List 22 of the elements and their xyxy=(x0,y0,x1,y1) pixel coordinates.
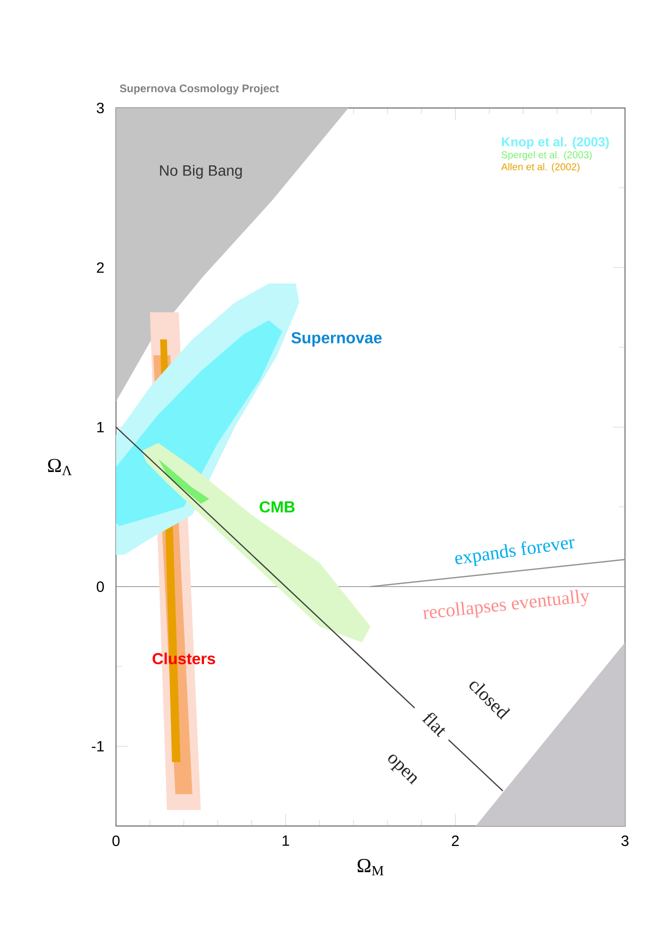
chart-title: Supernova Cosmology Project xyxy=(120,84,279,94)
text: Spergel et al. (2003) xyxy=(502,151,592,160)
y-axis-title: Ω$_{Λ}$ xyxy=(48,458,72,476)
y-tick-label: -1 xyxy=(92,741,104,752)
x-tick-label: 1 xyxy=(282,836,290,846)
y-tick-label: 0 xyxy=(96,581,104,592)
annotation: Supernovae xyxy=(291,332,382,347)
annotation: No Big Bang xyxy=(160,164,242,179)
text: Allen et al. (2002) xyxy=(501,162,580,172)
y-tick-label: 2 xyxy=(96,262,104,273)
y-tick-label: 3 xyxy=(96,102,104,114)
x-axis-title: Ω$_{M}$ xyxy=(358,858,384,876)
x-tick-label: 0 xyxy=(112,836,120,846)
y-tick-label: 1 xyxy=(97,422,104,432)
annotation: flat xyxy=(422,712,446,738)
x-tick-label: 2 xyxy=(452,836,459,846)
annotation: recollapses eventually xyxy=(422,590,590,620)
annotation: CMB xyxy=(260,501,295,513)
x-tick-label: 3 xyxy=(621,836,628,846)
annotation: expands forever xyxy=(455,538,574,566)
annotation: open xyxy=(388,754,417,785)
text: Knop et al. (2003) xyxy=(502,136,609,149)
